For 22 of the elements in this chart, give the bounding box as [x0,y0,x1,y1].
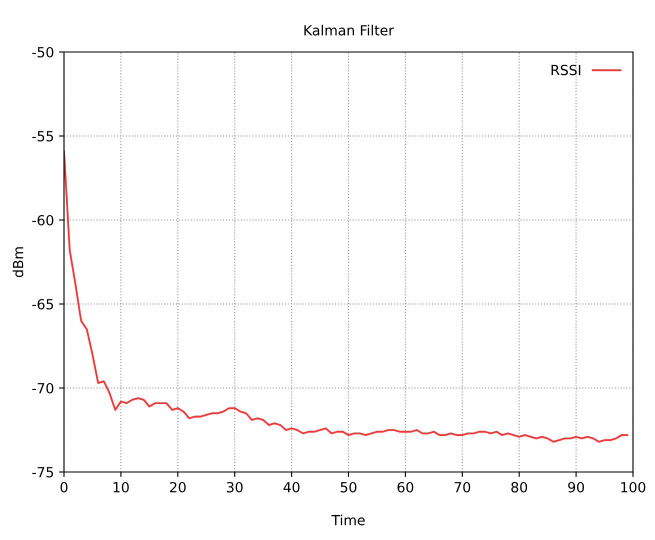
y-tick-label: -50 [32,46,54,58]
x-tick-label: 60 [398,482,414,492]
x-tick-label: 0 [60,482,68,492]
y-tick-label: -75 [32,467,54,478]
x-tick-label: 40 [283,482,300,492]
x-tick-label: 90 [568,482,584,492]
x-axis-title: Time [331,514,365,526]
line-series [64,150,628,443]
y-tick-label: -60 [32,214,54,226]
x-tick-label: 10 [114,482,129,492]
x-tick-label: 70 [454,482,470,492]
y-tick-label: -70 [32,382,54,394]
x-tick-label: 30 [226,482,243,492]
x-tick-label: 100 [621,482,646,492]
x-tick-label: 80 [511,482,528,492]
y-axis-title: dBm [12,247,24,278]
x-tick-label: 50 [340,482,356,492]
y-tick-label: -65 [32,298,54,310]
legend-label: RSSI [552,64,580,76]
x-tick-label: 20 [170,482,186,492]
y-tick-label: -55 [32,131,54,142]
chart-title: Kalman Filter [304,24,394,36]
